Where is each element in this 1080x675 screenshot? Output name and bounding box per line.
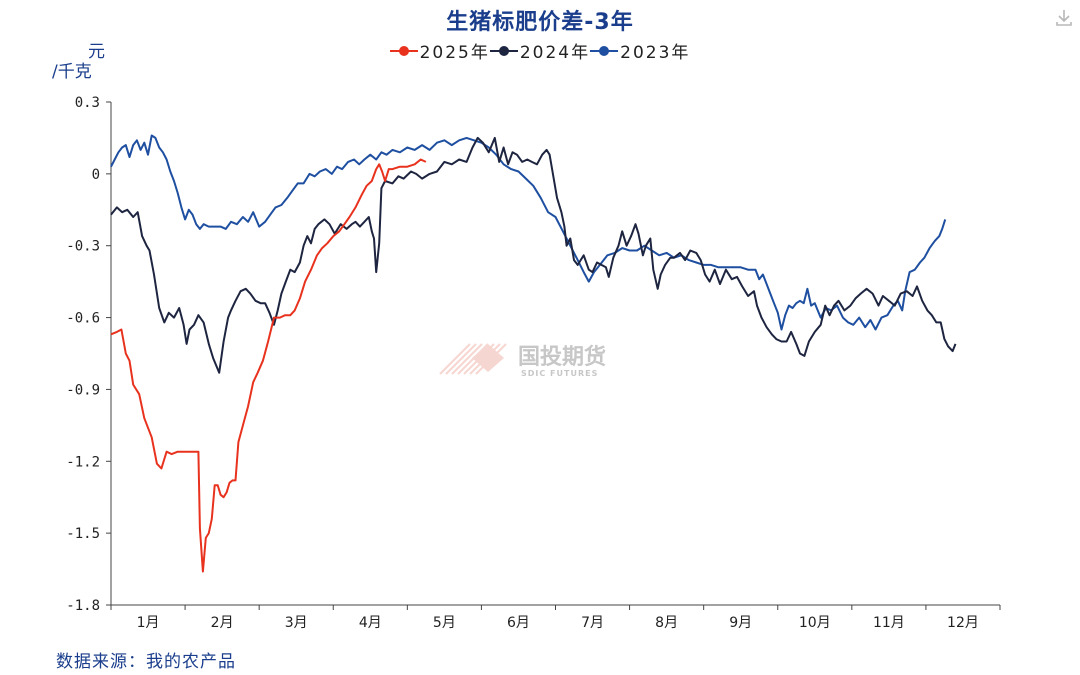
x-tick-label: 11月 bbox=[873, 615, 905, 631]
chart-title: 生猪标肥价差-3年 bbox=[446, 10, 634, 35]
y-tick-label: -0.9 bbox=[66, 382, 100, 398]
series-line-2023年 bbox=[110, 134, 947, 331]
y-tick-label: -1.5 bbox=[66, 526, 100, 542]
y-tick-label: -0.3 bbox=[66, 239, 100, 255]
y-tick-label: 0.3 bbox=[75, 95, 100, 111]
legend-marker bbox=[489, 44, 518, 58]
x-tick-label: 3月 bbox=[285, 615, 308, 631]
download-icon[interactable] bbox=[1054, 8, 1074, 28]
legend-label: 2023年 bbox=[620, 43, 691, 63]
y-axis-unit-bottom: /千克 bbox=[52, 62, 92, 82]
x-tick-label: 2月 bbox=[211, 615, 234, 631]
series-line-2025年 bbox=[110, 158, 427, 573]
legend-label: 2025年 bbox=[419, 43, 490, 63]
y-tick-label: -0.6 bbox=[66, 311, 100, 327]
legend-marker bbox=[389, 44, 418, 58]
watermark-cn: 国投期货 bbox=[518, 344, 606, 370]
x-tick-label: 10月 bbox=[799, 615, 831, 631]
x-tick-label: 1月 bbox=[137, 615, 160, 631]
legend-marker bbox=[590, 44, 619, 58]
x-tick-label: 9月 bbox=[729, 615, 752, 631]
watermark-en: SDIC FUTURES bbox=[521, 369, 598, 378]
series-layer bbox=[110, 134, 957, 573]
axes: 0.3 0 -0.3 -0.6 -0.9 -1.2 -1.5 -1.8 1月 2月 3月 4月 5月 6月… bbox=[66, 95, 1001, 631]
watermark-logo bbox=[439, 343, 507, 375]
x-tick-label: 8月 bbox=[655, 615, 678, 631]
x-tick-label: 12月 bbox=[947, 615, 979, 631]
legend-item: 2023年 bbox=[590, 38, 690, 63]
y-tick-label: 0 bbox=[92, 167, 100, 183]
x-tick-label: 6月 bbox=[507, 615, 530, 631]
series-line-2024年 bbox=[110, 136, 957, 374]
data-source: 数据来源：我的农产品 bbox=[56, 652, 236, 672]
legend-item: 2024年 bbox=[489, 38, 591, 63]
y-tick-label: -1.8 bbox=[66, 598, 100, 614]
x-tick-label: 5月 bbox=[433, 615, 456, 631]
x-tick-label: 7月 bbox=[581, 615, 604, 631]
x-tick-label: 4月 bbox=[359, 615, 382, 631]
legend-item: 2025年 bbox=[389, 38, 490, 63]
y-axis-unit-top: 元 bbox=[88, 42, 105, 62]
y-tick-label: -1.2 bbox=[66, 454, 100, 470]
legend-label: 2024年 bbox=[519, 43, 591, 63]
legend: 2025年 2024年 2023年 bbox=[0, 38, 1080, 63]
